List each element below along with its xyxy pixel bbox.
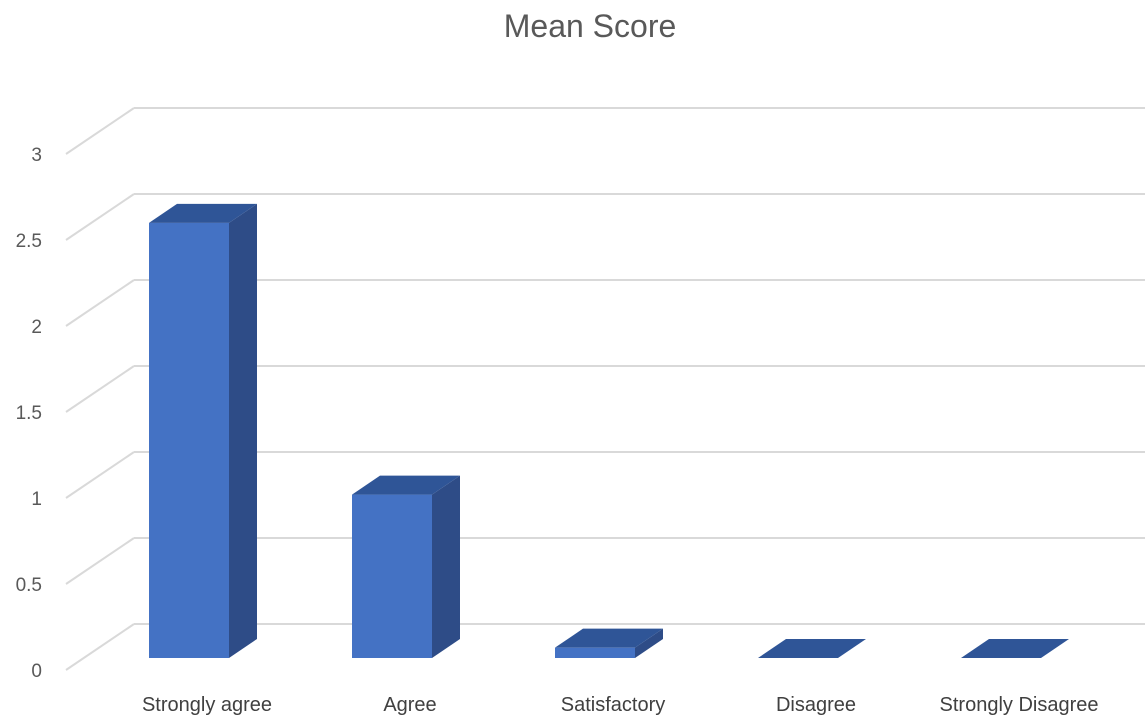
bar [352,475,460,658]
y-tick-label: 0.5 [16,575,42,596]
gridline-diagonal [65,365,135,413]
x-category-label: Agree [383,694,436,716]
y-axis-tick-labels: 0 0.5 1 1.5 2 2.5 3 [16,145,42,682]
x-category-label: Disagree [776,694,856,716]
bar-front [352,494,432,658]
gridline-diagonal [65,279,135,327]
bar [555,628,663,658]
bars [149,203,1069,658]
gridline-diagonal [65,537,135,585]
x-category-label: Satisfactory [561,694,665,716]
y-tick-label: 0 [31,661,42,682]
bar [758,639,866,658]
bar-top [352,475,460,495]
bar-top [961,639,1069,658]
y-tick-label: 1 [31,489,42,510]
x-category-label: Strongly Disagree [940,694,1099,716]
x-category-label: Strongly agree [142,694,272,716]
gridline-diagonal [65,623,135,671]
gridline-diagonal [65,451,135,499]
bar-side [432,475,460,658]
y-tick-label: 2 [31,317,42,338]
gridline-diagonal [65,107,135,155]
bar-front [149,222,229,658]
gridline-diagonal [65,193,135,241]
y-tick-label: 3 [31,145,42,166]
bar [149,203,257,658]
x-axis-category-labels: Strongly agree Agree Satisfactory Disagree S… [142,694,1099,716]
y-tick-label: 1.5 [16,403,42,424]
y-tick-label: 2.5 [16,231,42,252]
bar-front [555,647,635,658]
bar-top [149,203,257,223]
gridlines [65,107,1145,671]
bar-top [758,639,866,658]
bar-side [229,203,257,658]
bar-side [635,628,663,658]
chart-title: Mean Score [503,8,677,44]
bar [961,639,1069,658]
bar-top [555,628,663,648]
